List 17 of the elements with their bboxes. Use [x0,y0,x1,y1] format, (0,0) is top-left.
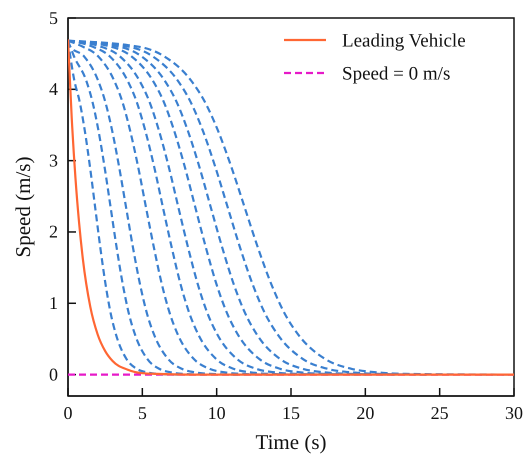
y-tick-label: 1 [49,293,58,314]
x-tick-label: 30 [505,402,523,423]
x-tick-label: 0 [64,402,72,423]
x-tick-label: 25 [430,402,449,423]
x-axis-title: Time (s) [256,430,326,454]
x-tick-label: 20 [356,402,374,423]
y-tick-label: 2 [49,222,58,242]
x-tick-label: 10 [208,402,226,423]
y-tick-label: 5 [49,8,58,28]
y-tick-label: 3 [49,150,58,170]
legend-label: Speed = 0 m/s [342,64,450,85]
x-tick-label: 5 [138,402,147,423]
y-tick-label: 0 [49,364,58,384]
legend-label: Leading Vehicle [342,30,466,52]
y-tick-label: 4 [49,79,58,100]
x-tick-label: 15 [282,402,300,423]
y-axis-title: Speed (m/s) [11,156,35,258]
